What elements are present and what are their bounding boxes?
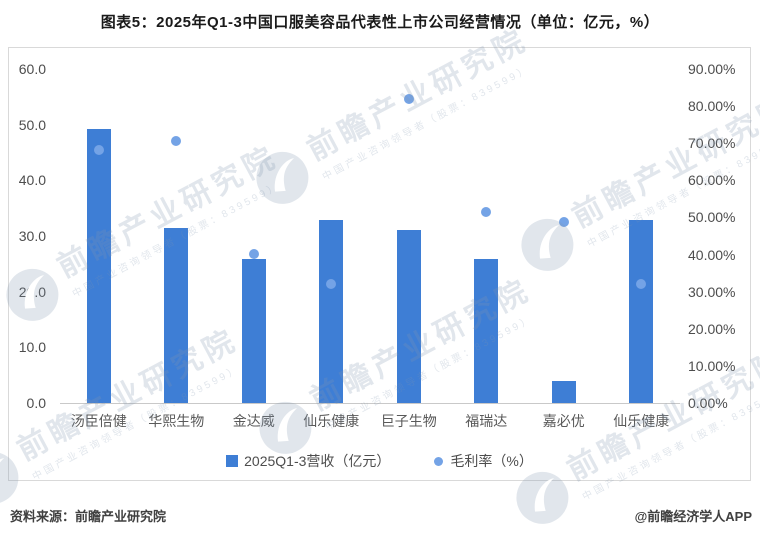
legend-dot-swatch: [434, 456, 444, 466]
credit-note: @前瞻经济学人APP: [634, 509, 752, 524]
legend-item-margin: 毛利率（%）: [434, 451, 533, 471]
chart-frame: [8, 47, 751, 481]
source-note: 资料来源：前瞻产业研究院: [10, 509, 167, 524]
legend-bar-swatch: [226, 455, 239, 467]
chart-legend: 2025Q1-3营收（亿元） 毛利率（%）: [8, 451, 751, 471]
chart-title: 图表5：2025年Q1-3中国口服美容品代表性上市公司经营情况（单位：亿元，%）: [100, 14, 660, 31]
legend-item-revenue: 2025Q1-3营收（亿元）: [226, 451, 390, 471]
legend-bar-label: 2025Q1-3营收（亿元）: [244, 453, 391, 469]
legend-dot-label: 毛利率（%）: [450, 453, 533, 469]
